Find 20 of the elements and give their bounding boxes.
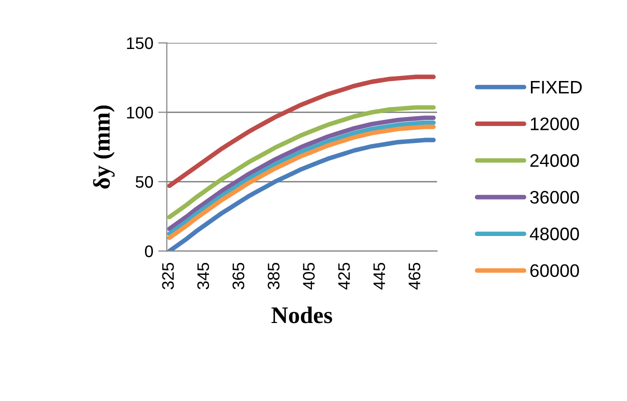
y-axis-title: δy (mm) — [93, 105, 115, 189]
y-tick-label: 150 — [127, 37, 153, 50]
legend-label: 36000 — [530, 190, 579, 204]
x-tick-label: 425 — [338, 262, 350, 290]
x-tick-label: 445 — [374, 262, 386, 290]
legend-label: FIXED — [530, 80, 582, 94]
x-tick-label: 405 — [302, 262, 315, 290]
legend-label: 48000 — [530, 228, 579, 240]
legend-label: 24000 — [530, 154, 579, 167]
y-tick-label: 0 — [144, 245, 153, 258]
x-tick-label: 325 — [162, 262, 174, 290]
x-axis-title: Nodes — [272, 306, 332, 324]
x-tick-label: 345 — [197, 262, 210, 290]
x-tick-label: 385 — [268, 262, 280, 290]
y-tick-label: 50 — [136, 176, 153, 188]
x-tick-label: 365 — [232, 262, 244, 290]
y-tick-label: 100 — [127, 106, 153, 118]
legend-label: 12000 — [530, 117, 579, 130]
legend-label: 60000 — [530, 264, 579, 278]
x-tick-label: 465 — [408, 262, 420, 290]
